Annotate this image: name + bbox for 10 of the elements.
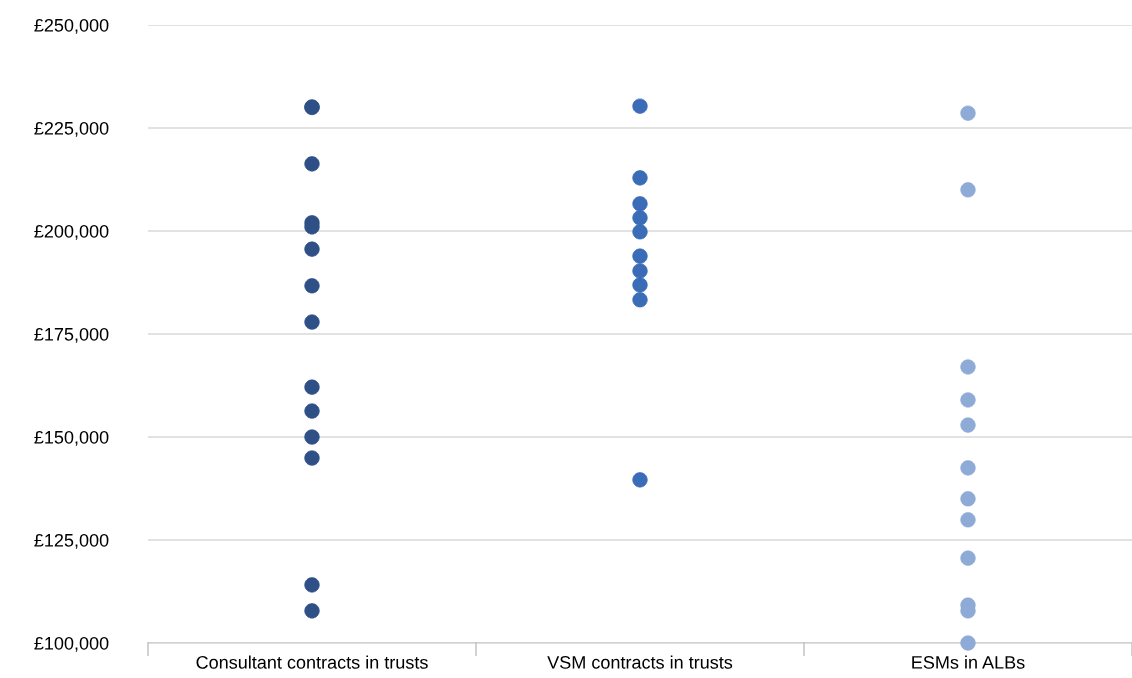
x-tick-label: VSM contracts in trusts	[547, 655, 733, 669]
y-tick-label: £150,000	[34, 430, 109, 446]
y-tick-label: £250,000	[34, 18, 109, 34]
x-tick-label: Consultant contracts in trusts	[196, 655, 428, 669]
y-tick-label: £100,000	[34, 636, 109, 652]
y-tick-label: £175,000	[34, 327, 109, 343]
y-tick-label: £125,000	[34, 533, 109, 549]
y-tick-label: £225,000	[34, 121, 109, 137]
y-tick-label: £200,000	[34, 224, 109, 240]
x-tick-label: ESMs in ALBs	[912, 655, 1025, 669]
